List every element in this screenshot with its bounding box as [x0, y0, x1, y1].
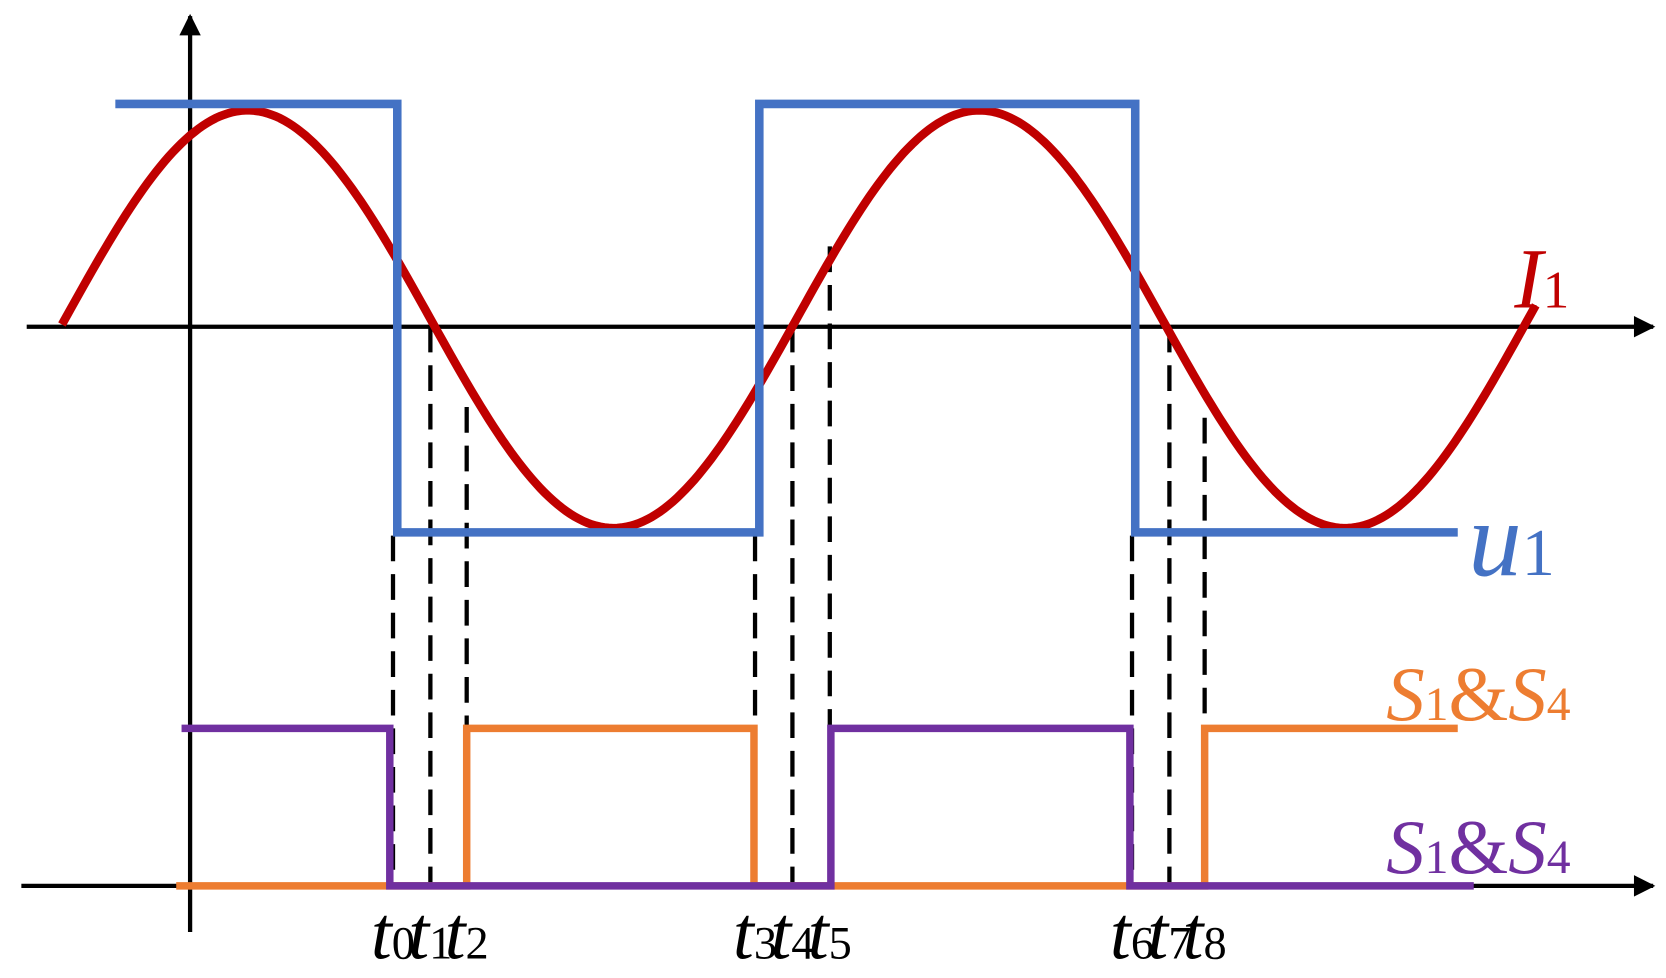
time-label: t5	[808, 893, 852, 976]
time-label: t2	[445, 893, 489, 976]
label-symbol: t	[408, 893, 431, 976]
label-symbol: I	[1513, 231, 1546, 326]
label-symbol: t	[733, 893, 756, 976]
current-wave	[58, 106, 1540, 533]
voltage-wave	[115, 99, 1458, 537]
voltage-label: u1	[1468, 481, 1554, 599]
label-subscript: 1	[1522, 517, 1555, 590]
label-symbol: t	[808, 893, 831, 976]
time-label: t8	[1183, 893, 1227, 976]
label-subscript: 1	[1425, 678, 1449, 731]
label-symbol: t	[1183, 893, 1206, 976]
label-subscript: 2	[466, 919, 489, 970]
time-label: t7	[1147, 893, 1191, 976]
label-subscript: 1	[429, 919, 452, 970]
label-ampersand: &	[1448, 651, 1508, 737]
label-subscript: 0	[392, 919, 415, 970]
time-markers	[390, 246, 1207, 886]
switch-signal-orange	[176, 724, 1458, 890]
current-label: I1	[1513, 231, 1569, 326]
label-symbol: t	[371, 893, 394, 976]
label-symbol: t	[1110, 893, 1133, 976]
label-subscript: 4	[791, 919, 814, 970]
label-symbol: S	[1508, 804, 1546, 890]
label-subscript: 1	[1425, 831, 1449, 884]
time-label: t4	[770, 893, 814, 976]
switch-label-upper: S1&S4	[1386, 651, 1571, 737]
time-label: t3	[733, 893, 777, 976]
time-label: t0	[371, 893, 415, 976]
time-label: t6	[1110, 893, 1154, 976]
label-ampersand: &	[1448, 804, 1508, 890]
label-subscript: 4	[1547, 831, 1571, 884]
label-symbol: S	[1386, 651, 1424, 737]
label-subscript: 3	[754, 919, 777, 970]
label-symbol: S	[1508, 651, 1546, 737]
time-label: t1	[408, 893, 452, 976]
label-subscript: 4	[1547, 678, 1571, 731]
label-symbol: t	[445, 893, 468, 976]
label-symbol: u	[1468, 481, 1521, 599]
label-subscript: 5	[829, 919, 852, 970]
label-symbol: S	[1386, 804, 1424, 890]
label-subscript: 8	[1203, 919, 1226, 970]
switch-signal-purple	[181, 724, 1474, 890]
label-symbol: t	[1147, 893, 1170, 976]
label-subscript: 7	[1168, 919, 1191, 970]
switch-label-lower: S1&S4	[1386, 804, 1571, 890]
label-symbol: t	[770, 893, 793, 976]
label-subscript: 1	[1543, 261, 1569, 319]
label-subscript: 6	[1131, 919, 1154, 970]
